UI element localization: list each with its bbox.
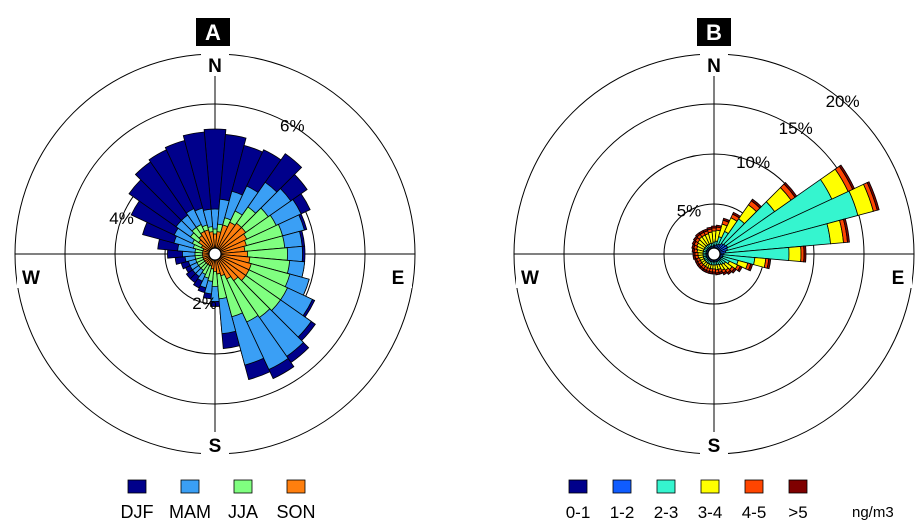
legend-label: 3-4 [698, 503, 723, 522]
panel-a: A 2% 4% 6% N S W E DJF MAM JJA SON [14, 18, 416, 522]
bar-5-sector-0 [711, 225, 717, 229]
bar-SON-sector-15 [214, 253, 232, 280]
legend-swatch [233, 479, 253, 494]
legend-label: 0-1 [566, 503, 591, 522]
bar-5-sector-17 [715, 271, 720, 276]
panel-b-w-bg [516, 264, 544, 288]
bar-5-sector-15 [722, 270, 728, 276]
ring-label: 10% [736, 153, 770, 172]
bar-SON-sector-14 [214, 253, 239, 282]
legend-label: DJF [121, 502, 154, 522]
legend-label: MAM [169, 502, 211, 522]
panel-b-north-label: N [707, 56, 721, 77]
legend-swatch [612, 479, 632, 494]
bar-5-sector-12 [737, 265, 743, 273]
panel-a-east-label: E [392, 268, 405, 289]
bar-SON-sector-5 [214, 226, 247, 255]
panel-a-w-bg [17, 264, 45, 288]
bar-5-sector-1 [715, 224, 723, 229]
panel-b: B 5% 10% 15% 20% N S W E 0-1 1-2 2-3 3-4 4-5 >5 n… [513, 18, 915, 522]
bar-5-sector-28 [691, 247, 696, 253]
bar-5-sector-2 [722, 217, 731, 223]
panel-b-label: B [706, 20, 722, 45]
panel-b-south-label: S [708, 436, 721, 457]
panel-a-label: A [205, 20, 221, 45]
legend-label: 4-5 [742, 503, 767, 522]
panel-a-center-marker [208, 247, 222, 261]
bar-5-sector-8 [842, 218, 850, 243]
panel-b-s-bg [700, 432, 728, 456]
panel-b-ring-labels: 5% 10% 15% 20% [677, 92, 860, 221]
panel-b-e-bg [884, 264, 912, 288]
panel-a-ring-labels: 2% 4% 6% [109, 116, 304, 313]
panel-a-e-bg [384, 264, 412, 288]
legend-swatch [180, 479, 200, 494]
ring-label: 15% [779, 119, 813, 138]
bar-5-sector-10 [766, 258, 772, 270]
panel-a-north-label: N [208, 56, 222, 77]
legend-swatch [700, 479, 720, 494]
panel-a-bars [128, 128, 316, 381]
bar-5-sector-6 [838, 164, 856, 190]
panel-a-legend: DJF MAM JJA SON [121, 479, 316, 522]
bar-SON-sector-7 [214, 239, 247, 255]
panel-a-west-label: W [22, 268, 40, 289]
bar-34-sector-9 [788, 245, 802, 263]
panel-a-south-label: S [209, 436, 222, 457]
bar-SON-sector-6 [214, 233, 248, 255]
panel-a-n-bg [201, 52, 229, 76]
panel-b-east-label: E [892, 268, 905, 289]
panel-a-s-bg [201, 432, 229, 456]
legend-unit: ng/m3 [852, 504, 894, 521]
bar-5-sector-14 [726, 269, 733, 276]
bar-5-sector-4 [750, 198, 762, 209]
bar-SON-sector-13 [214, 253, 247, 282]
legend-swatch [127, 479, 147, 494]
bar-5-sector-26 [692, 255, 697, 260]
legend-label: 1-2 [610, 503, 635, 522]
panel-b-legend: 0-1 1-2 2-3 3-4 4-5 >5 ng/m3 [566, 479, 894, 522]
legend-swatch [656, 479, 676, 494]
bar-5-sector-13 [731, 267, 737, 274]
legend-label: SON [276, 502, 315, 522]
legend-swatch [568, 479, 588, 494]
panel-b-bars [691, 164, 880, 276]
legend-swatch [286, 479, 306, 494]
panel-b-label-box [697, 18, 731, 46]
legend-label: JJA [228, 502, 258, 522]
bar-45-sector-0 [711, 227, 717, 232]
bar-5-sector-9 [803, 245, 807, 263]
ring-label: 2% [192, 294, 217, 313]
ring-label: 20% [826, 92, 860, 111]
ring-label: 5% [677, 202, 702, 221]
legend-label: >5 [788, 503, 807, 522]
ring-label: 4% [109, 209, 134, 228]
ring-label: 6% [280, 116, 305, 135]
panel-b-center-marker [707, 247, 721, 261]
bar-34-sector-10 [753, 257, 767, 268]
panel-b-west-label: W [521, 268, 539, 289]
bar-5-sector-35 [706, 226, 713, 231]
legend-swatch [744, 479, 764, 494]
bar-5-sector-27 [692, 251, 696, 257]
bar-5-sector-11 [747, 263, 754, 272]
bar-DJF-sector-0 [203, 128, 227, 255]
panel-b-n-bg [700, 52, 728, 76]
bar-5-sector-7 [866, 181, 880, 211]
bar-5-sector-3 [732, 211, 741, 219]
bar-5-sector-5 [783, 182, 798, 198]
legend-swatch [788, 479, 808, 494]
legend-label: 2-3 [654, 503, 679, 522]
panel-a-label-box [196, 18, 230, 46]
